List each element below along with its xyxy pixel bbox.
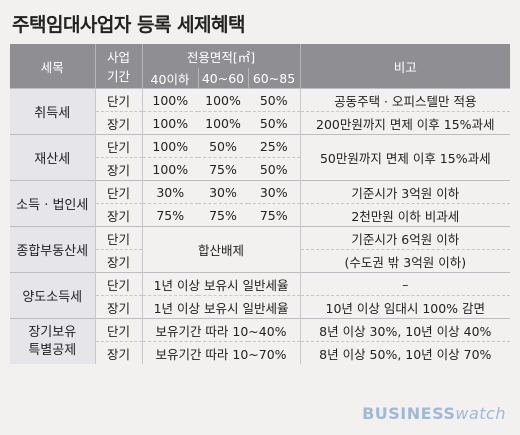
area-value: 50% <box>248 88 301 112</box>
table-row: 장기 보유기간 따라 10~70% 8년 이상 50%, 10년 이상 70% <box>10 341 511 364</box>
header-area: 전용면적[㎡] <box>141 44 301 68</box>
logo-part-2: watch <box>455 404 506 423</box>
header-area-col-2: 40~60 <box>197 68 248 89</box>
period-cell: 단기 <box>94 88 142 112</box>
note-cell: 2천만원 이하 비과세 <box>299 203 511 227</box>
area-value: 25% <box>248 134 301 158</box>
tax-name: 취득세 <box>10 88 95 135</box>
header-period-line2: 기간 <box>106 69 130 84</box>
note-cell: 8년 이상 50%, 10년 이상 70% <box>299 341 511 364</box>
merged-area-cell: 합산배제 <box>141 226 301 273</box>
table-row: 장기보유 특별공제 단기 보유기간 따라 10~40% 8년 이상 30%, 1… <box>10 318 511 364</box>
area-value: 75% <box>198 203 248 227</box>
period-cell: 장기 <box>94 157 142 181</box>
header-row-1: 세목 사업 기간 전용면적[㎡] 비고 <box>10 44 511 89</box>
area-span-cell: 1년 이상 보유시 일반세율 <box>141 295 301 319</box>
tax-name: 종합부동산세 <box>10 226 95 273</box>
note-cell: – <box>299 272 511 296</box>
area-value: 100% <box>198 111 248 135</box>
table-row: 양도소득세 단기 1년 이상 보유시 일반세율 – <box>10 272 511 319</box>
period-cell: 단기 <box>94 226 142 250</box>
period-cell: 장기 <box>94 341 142 364</box>
tax-name-line1: 장기보유 <box>28 324 77 340</box>
logo-part-1: BUSINESS <box>362 404 456 423</box>
area-span-cell: 보유기간 따라 10~70% <box>141 341 301 364</box>
table-row: 장기 (수도권 밖 3억원 이하) <box>10 249 511 273</box>
area-value: 100% <box>141 111 198 135</box>
area-value: 100% <box>141 157 198 181</box>
area-value: 50% <box>248 111 301 135</box>
tax-name: 재산세 <box>10 134 95 181</box>
table-row: 장기 75% 75% 75% 2천만원 이하 비과세 <box>10 203 511 227</box>
businesswatch-logo: BUSINESSwatch <box>362 404 506 423</box>
area-value: 100% <box>141 134 198 158</box>
tax-benefit-table: 세목 사업 기간 전용면적[㎡] 비고 40이하 40~60 60~85 취득세… <box>10 44 511 364</box>
note-cell: 8년 이상 30%, 10년 이상 40% <box>299 318 511 342</box>
note-cell: 기준시가 6억원 이하 <box>299 226 511 250</box>
table-row: 장기 100% 75% 50% <box>10 157 510 181</box>
period-cell: 장기 <box>94 295 142 319</box>
header-tax: 세목 <box>10 44 95 89</box>
note-cell: 공동주택 · 오피스텔만 적용 <box>299 88 511 112</box>
header-period: 사업 기간 <box>94 44 142 89</box>
table-row: 장기 1년 이상 보유시 일반세율 10년 이상 임대시 100% 감면 <box>10 295 511 319</box>
header-period-line1: 사업 <box>106 50 130 65</box>
area-value: 30% <box>248 180 301 204</box>
period-cell: 장기 <box>94 203 142 227</box>
tax-benefit-table-wrapper: 세목 사업 기간 전용면적[㎡] 비고 40이하 40~60 60~85 취득세… <box>10 44 511 364</box>
tax-name: 양도소득세 <box>10 272 95 319</box>
table-row: 장기 100% 100% 50% 200만원까지 면제 이후 15%과세 <box>10 111 511 135</box>
area-value: 75% <box>198 157 248 181</box>
note-cell: 10년 이상 임대시 100% 감면 <box>299 295 511 319</box>
period-cell: 장기 <box>94 249 142 273</box>
header-row-2: 40이하 40~60 60~85 <box>10 68 510 89</box>
table-row: 종합부동산세 단기 합산배제 기준시가 6억원 이하 <box>10 226 511 273</box>
area-value: 50% <box>198 134 248 158</box>
area-value: 50% <box>248 157 301 181</box>
note-cell: 기준시가 3억원 이하 <box>299 180 511 204</box>
area-span-cell: 보유기간 따라 10~40% <box>141 318 301 342</box>
period-cell: 장기 <box>94 111 142 135</box>
note-cell: 200만원까지 면제 이후 15%과세 <box>299 111 511 135</box>
table-row: 소득 · 법인세 단기 30% 30% 30% 기준시가 3억원 이하 <box>10 180 511 227</box>
area-span-cell: 1년 이상 보유시 일반세율 <box>141 272 301 296</box>
period-cell: 단기 <box>94 180 142 204</box>
area-value: 100% <box>198 88 248 112</box>
area-value: 100% <box>141 88 198 112</box>
header-area-col-1: 40이하 <box>141 68 198 89</box>
area-value: 75% <box>248 203 301 227</box>
header-note: 비고 <box>299 44 511 89</box>
period-cell: 단기 <box>94 318 142 342</box>
note-cell: (수도권 밖 3억원 이하) <box>299 249 511 273</box>
area-value: 30% <box>198 180 248 204</box>
table-row: 취득세 단기 100% 100% 50% 공동주택 · 오피스텔만 적용 <box>10 88 511 135</box>
tax-name: 장기보유 특별공제 <box>10 318 95 364</box>
tax-name-line2: 특별공제 <box>28 342 77 358</box>
tax-name: 소득 · 법인세 <box>10 180 95 227</box>
table-row: 재산세 단기 100% 50% 25% 50만원까지 면제 이후 15%과세 <box>10 134 511 181</box>
period-cell: 단기 <box>94 134 142 158</box>
header-area-col-3: 60~85 <box>247 68 301 89</box>
area-value: 30% <box>141 180 198 204</box>
page-title: 주택임대사업자 등록 세제혜택 <box>12 14 245 36</box>
note-cell: 50만원까지 면제 이후 15%과세 <box>299 134 511 181</box>
area-value: 75% <box>141 203 198 227</box>
period-cell: 단기 <box>94 272 142 296</box>
